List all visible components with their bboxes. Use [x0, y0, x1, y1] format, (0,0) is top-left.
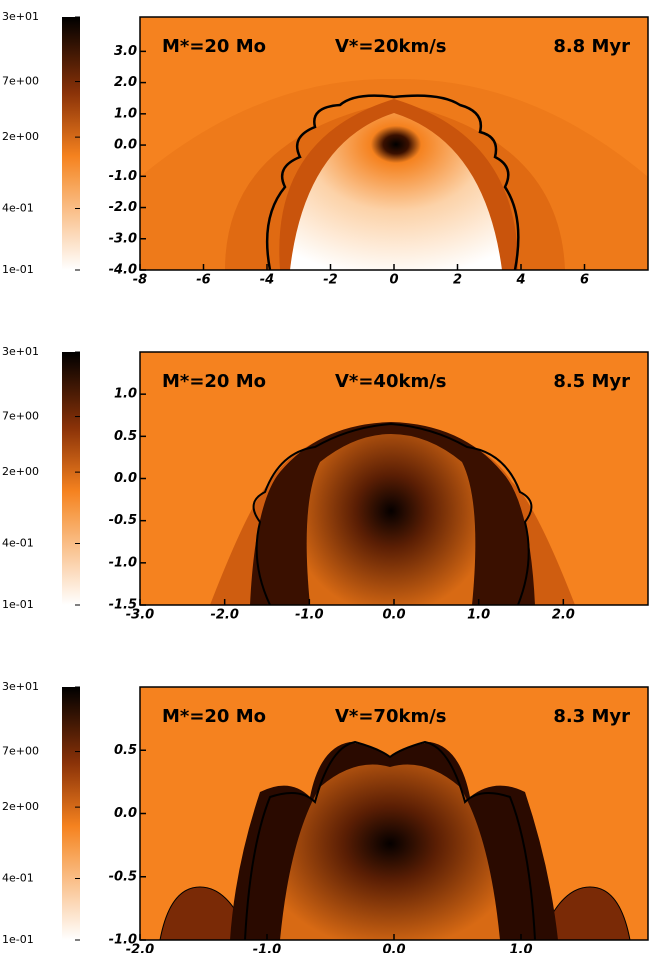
y-tick-label: -0.5 — [109, 513, 137, 528]
y-tick-label: 0.0 — [114, 471, 137, 486]
colorbar-tick-label: 1e-01 — [2, 933, 34, 946]
y-tick-label: -1.0 — [109, 555, 137, 570]
x-tick-label: 1.0 — [509, 943, 532, 953]
colorbar-tick-label: 7e+00 — [2, 75, 39, 88]
colorbar-tick-label: 2e+00 — [2, 130, 39, 143]
image-panel — [140, 687, 648, 940]
x-tick-label: 4 — [515, 273, 525, 288]
x-tick-label: -6 — [196, 273, 210, 288]
x-tick-label: 0.0 — [382, 943, 405, 953]
y-tick-label: -0.5 — [109, 869, 137, 884]
y-tick-label: 0.0 — [114, 806, 137, 821]
x-tick-label: 0.0 — [382, 608, 405, 623]
y-tick-label: -4.0 — [109, 263, 137, 278]
colorbar-tick-label: 2e+00 — [2, 800, 39, 813]
colorbar — [62, 17, 80, 270]
y-tick-label: -1.0 — [109, 933, 137, 948]
x-tick-label: -2.0 — [210, 608, 238, 623]
x-tick-label: -1.0 — [295, 608, 323, 623]
x-tick-label: 1.0 — [467, 608, 490, 623]
y-tick-label: 2.0 — [114, 75, 137, 90]
colorbar-tick-label: 7e+00 — [2, 745, 39, 758]
y-tick-label: 1.0 — [114, 387, 137, 402]
colorbar-tick-label: 1e-01 — [2, 598, 34, 611]
colorbar-tick-label: 4e-01 — [2, 202, 34, 215]
y-tick-label: -2.0 — [109, 200, 137, 215]
annotation: M*=20 Mo — [162, 371, 266, 392]
colorbar-tick-label: 7e+00 — [2, 410, 39, 423]
y-tick-label: 0.5 — [114, 743, 137, 758]
annotation: 8.8 Myr — [553, 36, 630, 57]
x-tick-label: -4 — [260, 273, 274, 288]
x-tick-label: -1.0 — [253, 943, 281, 953]
x-tick-label: 0 — [389, 273, 398, 288]
annotation: V*=70km/s — [335, 706, 447, 727]
y-tick-label: -3.0 — [109, 231, 137, 246]
image-panel — [140, 352, 648, 605]
annotation: 8.3 Myr — [553, 706, 630, 727]
annotation: M*=20 Mo — [162, 36, 266, 57]
colorbar-tick-label: 3e+01 — [2, 10, 39, 23]
colorbar-tick-label: 3e+01 — [2, 680, 39, 693]
x-tick-label: -2 — [323, 273, 337, 288]
y-tick-label: -1.0 — [109, 169, 137, 184]
y-tick-label: 0.5 — [114, 429, 137, 444]
x-tick-label: 6 — [580, 273, 589, 288]
x-tick-label: 2 — [453, 273, 462, 288]
x-tick-label: -2.0 — [126, 943, 154, 953]
colorbar-tick-label: 4e-01 — [2, 537, 34, 550]
colorbar — [62, 687, 80, 940]
annotation: V*=20km/s — [335, 36, 447, 57]
image-panel — [140, 17, 648, 270]
x-tick-label: 2.0 — [552, 608, 575, 623]
y-tick-label: 0.0 — [114, 138, 137, 153]
x-tick-label: -8 — [133, 273, 147, 288]
colorbar-tick-label: 4e-01 — [2, 872, 34, 885]
colorbar-tick-label: 1e-01 — [2, 263, 34, 276]
x-tick-label: -3.0 — [126, 608, 154, 623]
annotation: M*=20 Mo — [162, 706, 266, 727]
y-tick-label: 3.0 — [114, 44, 137, 59]
annotation: V*=40km/s — [335, 371, 447, 392]
colorbar-tick-label: 2e+00 — [2, 465, 39, 478]
colorbar-tick-label: 3e+01 — [2, 345, 39, 358]
colorbar — [62, 352, 80, 605]
y-tick-label: 1.0 — [114, 106, 137, 121]
y-tick-label: -1.5 — [109, 598, 137, 613]
annotation: 8.5 Myr — [553, 371, 630, 392]
